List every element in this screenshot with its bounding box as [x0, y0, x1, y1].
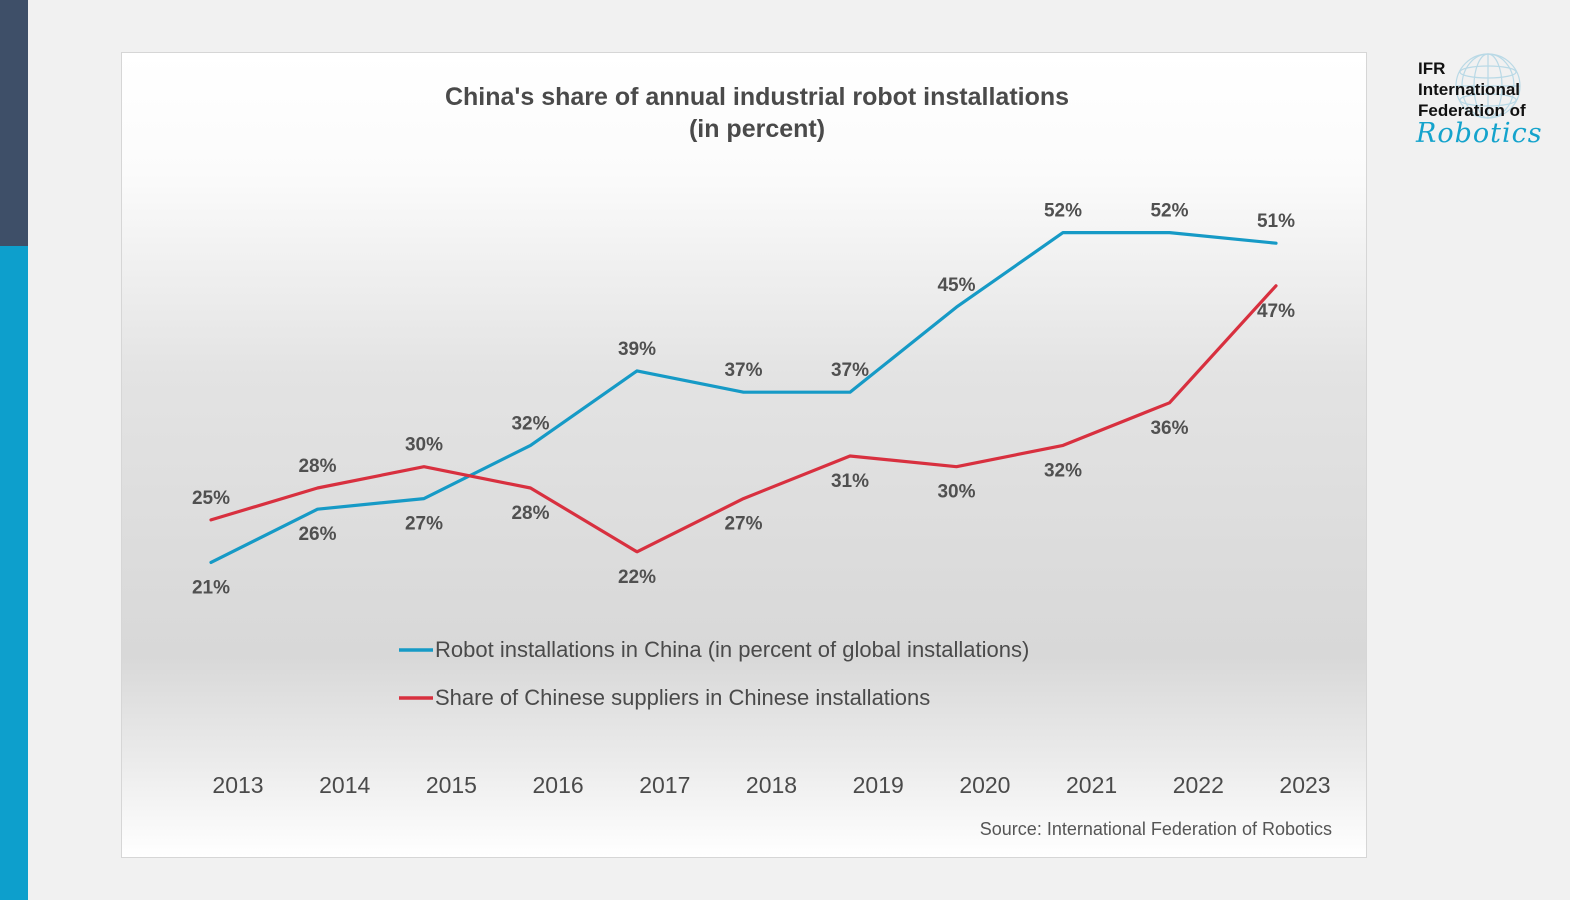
x-tick-label-2023: 2023	[1279, 772, 1330, 798]
logo-robotics-script: Robotics	[1416, 118, 1543, 149]
data-label-s2-2019: 31%	[831, 471, 869, 492]
sidebar-accent-dark	[0, 0, 28, 246]
legend-label-1: Robot installations in China (in percent…	[435, 637, 1029, 662]
x-tick-label-2015: 2015	[426, 772, 477, 798]
data-label-s2-2018: 27%	[724, 514, 762, 535]
data-label-s2-2021: 32%	[1044, 460, 1082, 481]
x-tick-label-2014: 2014	[319, 772, 370, 798]
data-label-s1-2019: 37%	[831, 360, 869, 381]
chart-title-line1: China's share of annual industrial robot…	[445, 83, 1069, 111]
data-label-s2-2016: 28%	[511, 503, 549, 524]
x-tick-label-2021: 2021	[1066, 772, 1117, 798]
legend-label-2: Share of Chinese suppliers in Chinese in…	[435, 685, 930, 710]
data-label-s1-2016: 32%	[511, 413, 549, 434]
data-label-s2-2013: 25%	[192, 488, 230, 509]
series-line-2	[209, 284, 1278, 554]
data-label-s1-2015: 27%	[405, 514, 443, 535]
data-label-s1-2014: 26%	[298, 524, 336, 545]
chart-panel: China's share of annual industrial robot…	[121, 52, 1367, 858]
data-label-s1-2017: 39%	[618, 339, 656, 360]
logo-international: International	[1418, 80, 1521, 99]
globe-icon	[1455, 53, 1521, 119]
data-label-s1-2023: 51%	[1257, 211, 1295, 232]
data-label-s2-2022: 36%	[1150, 418, 1188, 439]
data-label-s2-2017: 22%	[618, 567, 656, 588]
data-label-s2-2023: 47%	[1257, 301, 1295, 322]
x-tick-label-2013: 2013	[212, 772, 263, 798]
x-tick-label-2020: 2020	[959, 772, 1010, 798]
chart-title-line2: (in percent)	[689, 115, 825, 143]
source-note: Source: International Federation of Robo…	[980, 819, 1332, 839]
data-label-s2-2014: 28%	[298, 456, 336, 477]
data-label-s2-2020: 30%	[937, 482, 975, 503]
ifr-logo: IFR International Federation of Robotics	[1410, 50, 1565, 160]
x-tick-label-2019: 2019	[853, 772, 904, 798]
data-label-s2-2015: 30%	[405, 435, 443, 456]
data-label-s1-2020: 45%	[937, 275, 975, 296]
x-tick-label-2018: 2018	[746, 772, 797, 798]
logo-federation: Federation of	[1418, 101, 1526, 120]
x-tick-label-2016: 2016	[533, 772, 584, 798]
data-label-s1-2022: 52%	[1150, 201, 1188, 222]
logo-ifr: IFR	[1418, 59, 1446, 78]
data-label-s1-2018: 37%	[724, 360, 762, 381]
sidebar-accent-blue	[0, 246, 28, 900]
series-line-1	[209, 231, 1278, 564]
x-tick-label-2017: 2017	[639, 772, 690, 798]
x-tick-label-2022: 2022	[1173, 772, 1224, 798]
data-label-s1-2013: 21%	[192, 577, 230, 598]
line-chart: China's share of annual industrial robot…	[192, 83, 1332, 839]
data-label-s1-2021: 52%	[1044, 201, 1082, 222]
